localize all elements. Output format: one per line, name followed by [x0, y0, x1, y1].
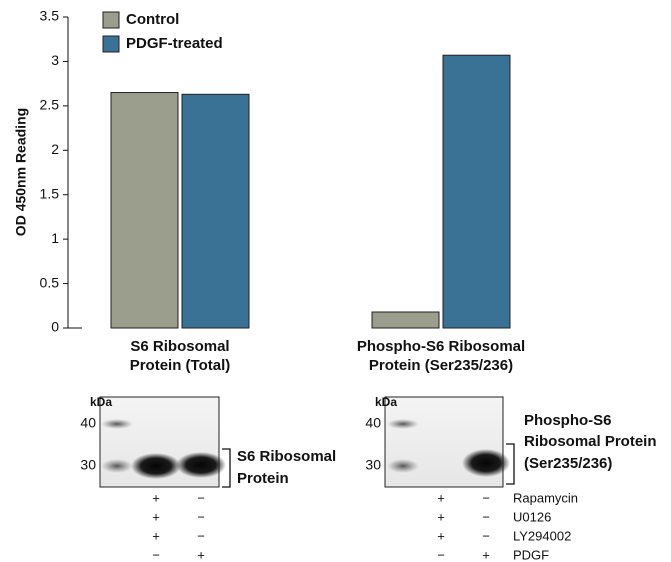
- y-tick-label: 0: [51, 319, 59, 335]
- marker-label: 40: [80, 415, 96, 431]
- treatment-sign: −: [482, 509, 490, 524]
- treatment-sign: +: [152, 490, 160, 505]
- marker-label: 40: [365, 415, 381, 431]
- y-tick-label: 1: [51, 230, 59, 246]
- y-axis-label: OD 450nm Reading: [13, 108, 29, 236]
- protein-label: (Ser235/236): [524, 455, 612, 472]
- treatment-sign: +: [482, 547, 490, 562]
- legend-swatch: [103, 36, 119, 52]
- treatment-sign: −: [482, 528, 490, 543]
- treatment-sign: −: [437, 547, 445, 562]
- treatment-sign: −: [482, 490, 490, 505]
- treatment-sign: +: [437, 490, 445, 505]
- bar: [372, 312, 439, 328]
- treatment-sign: −: [197, 509, 205, 524]
- blot-image: [100, 397, 514, 487]
- x-tick-label: S6 Ribosomal Protein (Total): [115, 337, 245, 375]
- protein-label: Phospho-S6: [524, 412, 612, 429]
- protein-label: Ribosomal Protein: [524, 433, 657, 450]
- y-tick-label: 3.5: [40, 8, 60, 24]
- y-tick-label: 2: [51, 141, 59, 157]
- treatment-label: Rapamycin: [513, 490, 578, 505]
- protein-label: S6 Ribosomal: [237, 448, 336, 465]
- legend-swatch: [103, 12, 119, 28]
- marker-label: 30: [80, 457, 96, 473]
- treatment-sign: +: [197, 547, 205, 562]
- legend-label: Control: [126, 11, 179, 28]
- marker-label: 30: [365, 457, 381, 473]
- kda-label: kDa: [90, 395, 112, 409]
- treatment-sign: +: [437, 528, 445, 543]
- y-tick-label: 0.5: [40, 274, 60, 290]
- y-tick-label: 2.5: [40, 97, 60, 113]
- treatment-sign: +: [152, 528, 160, 543]
- bar: [182, 94, 249, 328]
- treatment-sign: +: [437, 509, 445, 524]
- bar: [111, 93, 178, 328]
- x-tick-label: Phospho-S6 Ribosomal Protein (Ser235/236…: [346, 337, 536, 375]
- y-tick-label: 1.5: [40, 185, 60, 201]
- y-tick-label: 3: [51, 52, 59, 68]
- treatment-label: LY294002: [513, 528, 571, 543]
- legend-label: PDGF-treated: [126, 35, 223, 52]
- kda-label: kDa: [375, 395, 397, 409]
- protein-label: Protein: [237, 470, 289, 487]
- treatment-label: U0126: [513, 509, 551, 524]
- treatment-sign: −: [197, 490, 205, 505]
- treatment-sign: −: [197, 528, 205, 543]
- page: OD 450nm Reading 0 0.5 1 1.5 2 2.5 3 3.5 Control…: [0, 0, 671, 562]
- chart: OD 450nm Reading 0 0.5 1 1.5 2 2.5 3 3.5 Control…: [0, 0, 671, 562]
- treatment-sign: −: [152, 547, 160, 562]
- treatment-sign: +: [152, 509, 160, 524]
- bar: [443, 55, 510, 328]
- treatment-label: PDGF: [513, 547, 549, 562]
